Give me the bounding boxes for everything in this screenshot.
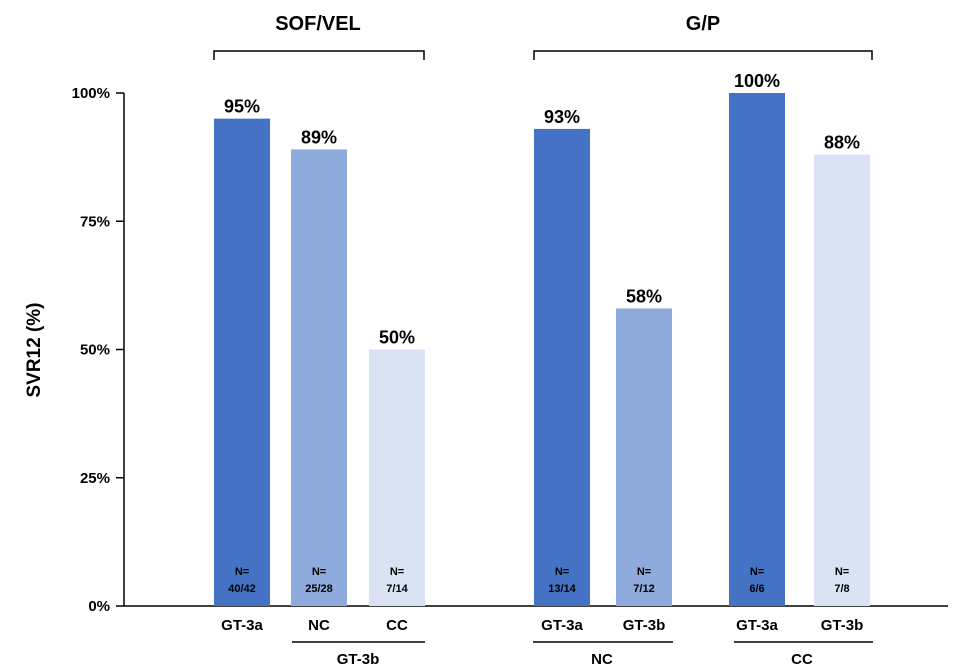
- bar-value-label: 93%: [544, 107, 580, 127]
- bar-value-label: 88%: [824, 133, 860, 153]
- y-ticks: 0% 25% 50% 75% 100%: [72, 85, 124, 615]
- subgroup-label-cc: CC: [791, 651, 813, 668]
- category-label: CC: [386, 617, 408, 634]
- y-tick-label: 75%: [80, 213, 110, 230]
- bar: [616, 308, 672, 606]
- bar-n-count: 7/14: [386, 583, 408, 595]
- y-tick-label: 100%: [72, 85, 110, 102]
- bar-n-prefix: N=: [312, 566, 326, 578]
- category-label: GT-3b: [821, 617, 864, 634]
- y-axis-label: SVR12 (%): [24, 302, 45, 397]
- bar-value-label: 95%: [224, 97, 260, 117]
- bar-n-prefix: N=: [835, 566, 849, 578]
- category-label: NC: [308, 617, 330, 634]
- bar-n-count: 25/28: [305, 583, 333, 595]
- bar-n-count: 40/42: [228, 583, 256, 595]
- bar-value-label: 50%: [379, 328, 415, 348]
- bar-n-count: 6/6: [749, 583, 764, 595]
- bar: [291, 149, 347, 606]
- category-label: GT-3b: [623, 617, 666, 634]
- subgroup-label-nc: NC: [591, 651, 613, 668]
- y-tick-label: 50%: [80, 342, 110, 359]
- bar: [369, 349, 425, 606]
- bar-n-prefix: N=: [637, 566, 651, 578]
- bar-n-prefix: N=: [390, 566, 404, 578]
- bars: 95% N= 40/42 GT-3a 89% N= 25/28 NC 50% N= 7/14 CC 93…: [214, 71, 870, 634]
- bar-n-prefix: N=: [750, 566, 764, 578]
- bar-value-label: 58%: [626, 286, 662, 306]
- y-tick-label: 0%: [88, 598, 110, 615]
- group-title-sofvel: SOF/VEL: [275, 13, 361, 35]
- group-title-gp: G/P: [686, 13, 720, 35]
- group-bracket-sofvel: [213, 50, 425, 60]
- bar-n-count: 13/14: [548, 583, 576, 595]
- group-bracket-gp: [533, 50, 873, 60]
- bar-n-prefix: N=: [555, 566, 569, 578]
- bar-n-count: 7/12: [633, 583, 654, 595]
- category-label: GT-3a: [736, 617, 778, 634]
- bar-n-count: 7/8: [834, 583, 849, 595]
- category-label: GT-3a: [221, 617, 263, 634]
- category-label: GT-3a: [541, 617, 583, 634]
- bar: [729, 93, 785, 606]
- bar-value-label: 89%: [301, 127, 337, 147]
- bar: [814, 154, 870, 606]
- bar: [214, 118, 270, 607]
- bar: [534, 128, 590, 606]
- bar-n-prefix: N=: [235, 566, 249, 578]
- subgroup-label-gt3b: GT-3b: [337, 651, 380, 668]
- y-tick-label: 25%: [80, 470, 110, 487]
- bar-value-label: 100%: [734, 71, 780, 91]
